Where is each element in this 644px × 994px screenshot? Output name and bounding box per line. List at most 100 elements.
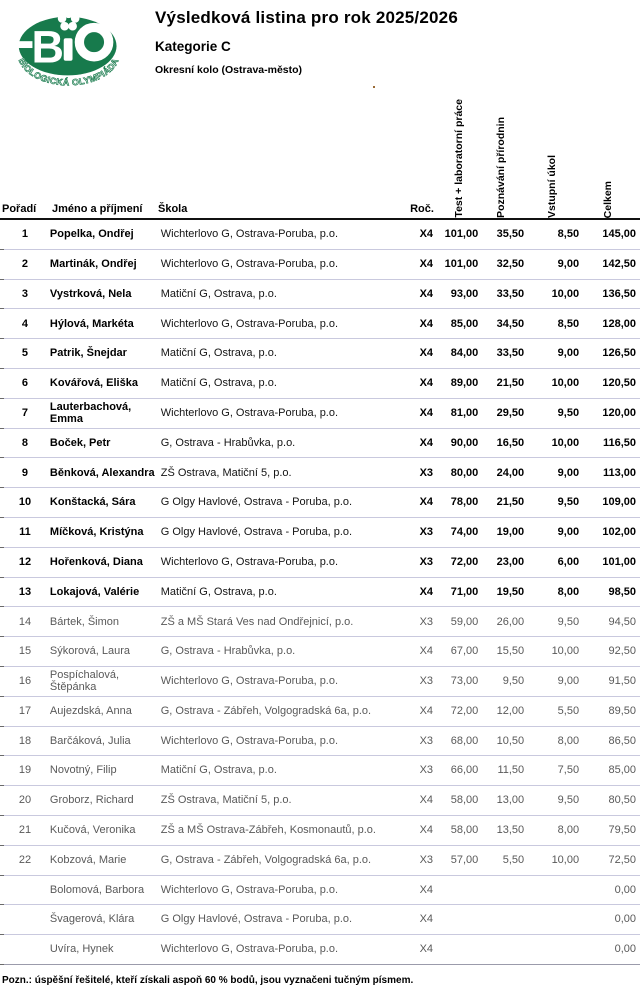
rank-cell: 3 (21, 287, 29, 300)
school-cell: Matiční G, Ostrava, p.o. (160, 585, 277, 598)
column-header-test: Test + laboratorní práce (440, 92, 478, 218)
school-cell: Wichterlovo G, Ostrava-Poruba, p.o. (160, 228, 339, 241)
name-cell: Lokajová, Valérie (49, 585, 140, 598)
entry-task-score-cell: 7,50 (557, 764, 580, 777)
table-row: 20 Groborz, Richard ZŠ Ostrava, Matiční … (0, 786, 640, 816)
column-header-grade: Roč. (410, 203, 434, 215)
name-cell: Bártek, Šimon (49, 615, 120, 628)
table-row: Uvíra, Hynek Wichterlovo G, Ostrava-Poru… (0, 935, 640, 965)
entry-task-score-cell: 8,00 (557, 585, 580, 598)
identification-score-cell: 24,00 (496, 466, 525, 479)
column-header-name: Jméno a příjmení (52, 203, 143, 215)
entry-task-score-cell: 9,00 (557, 466, 580, 479)
rank-cell: 21 (18, 824, 32, 837)
test-score-cell: 57,00 (450, 853, 479, 866)
total-score-cell: 89,50 (608, 704, 637, 717)
test-score-cell: 93,00 (450, 287, 479, 300)
grade-cell: X3 (419, 734, 434, 747)
school-cell: Wichterlovo G, Ostrava-Poruba, p.o. (160, 675, 339, 688)
school-cell: Wichterlovo G, Ostrava-Poruba, p.o. (160, 406, 339, 419)
rank-cell: 17 (18, 704, 32, 717)
school-cell: Matiční G, Ostrava, p.o. (160, 764, 277, 777)
entry-task-score-cell: 8,00 (557, 734, 580, 747)
rank-cell: 15 (18, 645, 32, 658)
identification-score-cell: 29,50 (496, 406, 525, 419)
test-score-cell: 81,00 (450, 406, 479, 419)
table-row: 16 Pospíchalová, Štěpánka Wichterlovo G,… (0, 667, 640, 697)
school-cell: G Olgy Havlové, Ostrava - Poruba, p.o. (160, 913, 353, 926)
name-cell: Novotný, Filip (49, 764, 117, 777)
grade-cell: X4 (419, 287, 434, 300)
test-score-cell: 85,00 (450, 317, 479, 330)
identification-score-cell: 34,50 (496, 317, 525, 330)
table-row: 11 Míčková, Kristýna G Olgy Havlové, Ost… (0, 518, 640, 548)
grade-cell: X4 (419, 585, 434, 598)
name-cell: Hořenková, Diana (49, 555, 143, 568)
table-row: 4 Hýlová, Markéta Wichterlovo G, Ostrava… (0, 309, 640, 340)
grade-cell: X4 (419, 704, 434, 717)
column-header-rank: Pořadí (2, 203, 37, 215)
entry-task-score-cell: 5,50 (557, 704, 580, 717)
table-header-row: Pořadí Jméno a příjmení Škola Roč. Test … (0, 92, 640, 220)
table-row: Bolomová, Barbora Wichterlovo G, Ostrava… (0, 876, 640, 906)
total-score-cell: 0,00 (614, 913, 637, 926)
grade-cell: X3 (419, 466, 434, 479)
grade-cell: X3 (419, 764, 434, 777)
column-header-identification-label: Poznávání přírodnin (495, 117, 507, 218)
test-score-cell: 59,00 (450, 615, 479, 628)
total-score-cell: 120,00 (602, 406, 637, 419)
table-row: 5 Patrik, Šnejdar Matiční G, Ostrava, p.… (0, 339, 640, 369)
rank-cell: 19 (18, 764, 32, 777)
test-score-cell: 71,00 (450, 585, 479, 598)
rank-cell: 2 (21, 257, 29, 270)
column-header-total-label: Celkem (601, 180, 614, 218)
rank-cell: 13 (18, 585, 32, 598)
total-score-cell: 72,50 (608, 853, 637, 866)
total-score-cell: 113,00 (602, 466, 637, 479)
school-cell: Wichterlovo G, Ostrava-Poruba, p.o. (160, 943, 339, 956)
grade-cell: X3 (419, 853, 434, 866)
total-score-cell: 109,00 (602, 496, 637, 509)
test-score-cell: 68,00 (450, 734, 479, 747)
table-row: 3 Vystrková, Nela Matiční G, Ostrava, p.… (0, 280, 640, 310)
results-table: Pořadí Jméno a příjmení Škola Roč. Test … (0, 92, 640, 965)
identification-score-cell: 26,00 (496, 615, 525, 628)
entry-task-score-cell: 10,00 (551, 436, 580, 449)
entry-task-score-cell: 8,00 (557, 824, 580, 837)
table-row: 7 Lauterbachová, Emma Wichterlovo G, Ost… (0, 399, 640, 429)
name-cell: Hýlová, Markéta (49, 317, 134, 330)
entry-task-score-cell: 10,00 (551, 377, 580, 390)
grade-cell: X3 (419, 555, 434, 568)
school-cell: ZŠ a MŠ Ostrava-Zábřeh, Kosmonautů, p.o. (160, 824, 376, 837)
test-score-cell: 89,00 (450, 377, 479, 390)
rank-cell: 14 (18, 615, 32, 628)
test-score-cell: 72,00 (450, 555, 479, 568)
school-cell: ZŠ a MŠ Stará Ves nad Ondřejnicí, p.o. (160, 615, 354, 628)
document-header: Výsledková listina pro rok 2025/2026 Kat… (155, 8, 458, 76)
grade-cell: X4 (419, 824, 434, 837)
rank-cell: 1 (21, 228, 29, 241)
total-score-cell: 79,50 (608, 824, 637, 837)
school-cell: ZŠ Ostrava, Matiční 5, p.o. (160, 466, 292, 479)
entry-task-score-cell: 9,50 (557, 406, 580, 419)
total-score-cell: 94,50 (608, 615, 637, 628)
entry-task-score-cell: 9,00 (557, 526, 580, 539)
identification-score-cell: 16,50 (496, 436, 525, 449)
table-row: 9 Běnková, Alexandra ZŠ Ostrava, Matiční… (0, 458, 640, 489)
identification-score-cell: 21,50 (496, 496, 525, 509)
rank-cell: 10 (18, 496, 32, 509)
total-score-cell: 101,00 (602, 555, 637, 568)
name-cell: Popelka, Ondřej (49, 228, 134, 241)
identification-score-cell: 33,50 (496, 347, 525, 360)
identification-score-cell: 12,00 (496, 704, 525, 717)
rank-cell: 20 (18, 794, 32, 807)
table-row: 22 Kobzová, Marie G, Ostrava - Zábřeh, V… (0, 846, 640, 876)
rank-cell: 9 (21, 466, 29, 479)
identification-score-cell: 32,50 (496, 257, 525, 270)
rank-cell: 22 (18, 853, 32, 866)
identification-score-cell: 15,50 (496, 645, 525, 658)
entry-task-score-cell: 9,00 (557, 257, 580, 270)
grade-cell: X4 (419, 496, 434, 509)
school-cell: G, Ostrava - Hrabůvka, p.o. (160, 645, 296, 658)
table-row: 14 Bártek, Šimon ZŠ a MŠ Stará Ves nad O… (0, 607, 640, 638)
